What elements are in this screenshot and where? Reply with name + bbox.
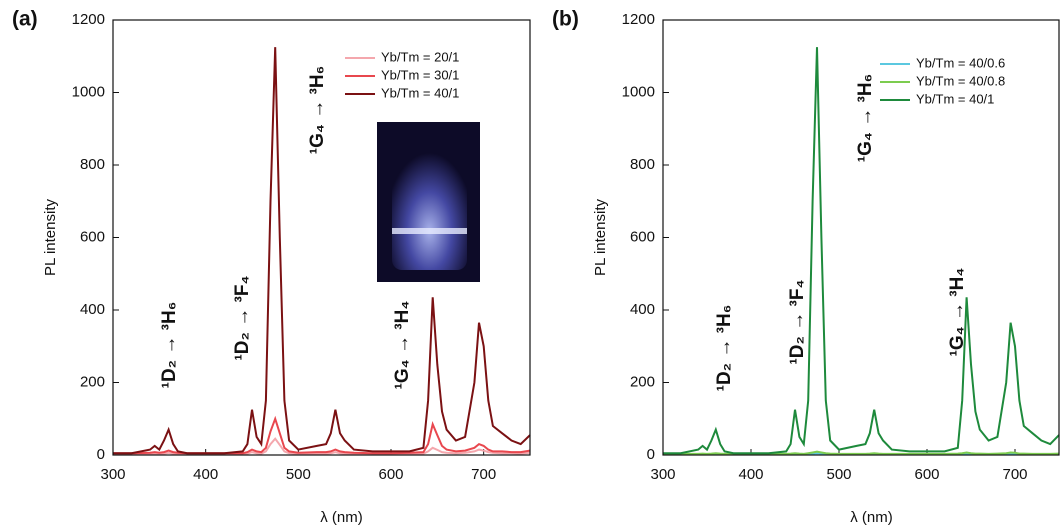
x-axis-label: λ (nm) [320, 509, 363, 526]
y-axis-label: PL intensity [592, 199, 609, 276]
y-tick-label: 1200 [622, 11, 655, 28]
y-tick-label: 600 [630, 228, 655, 245]
legend-label: Yb/Tm = 30/1 [381, 67, 459, 82]
legend-label: Yb/Tm = 40/1 [381, 85, 459, 100]
x-tick-label: 400 [193, 466, 218, 483]
x-tick-label: 300 [650, 466, 675, 483]
inset-photo [377, 122, 480, 282]
y-tick-label: 600 [80, 228, 105, 245]
legend-label: Yb/Tm = 40/0.6 [916, 55, 1005, 70]
x-tick-label: 500 [286, 466, 311, 483]
y-tick-label: 400 [80, 301, 105, 318]
panel-label: (b) [552, 8, 579, 31]
series-line [113, 437, 531, 456]
y-tick-label: 1200 [72, 11, 105, 28]
legend-label: Yb/Tm = 20/1 [381, 49, 459, 64]
transition-label: ¹G₄ → ³H₆ [855, 74, 876, 162]
transition-label: ¹D₂ → ³H₆ [714, 305, 735, 392]
y-tick-label: 200 [630, 373, 655, 390]
y-tick-label: 0 [647, 446, 655, 463]
y-tick-label: 0 [97, 446, 105, 463]
legend-label: Yb/Tm = 40/1 [916, 91, 994, 106]
y-tick-label: 1000 [622, 83, 655, 100]
transition-label: ¹D₂ → ³F₄ [787, 279, 808, 364]
transition-label: ¹D₂ → ³H₆ [159, 302, 180, 389]
y-tick-label: 800 [80, 156, 105, 173]
series-line [663, 47, 1060, 455]
y-tick-label: 400 [630, 301, 655, 318]
legend-label: Yb/Tm = 40/0.8 [916, 73, 1005, 88]
x-tick-label: 700 [1002, 466, 1027, 483]
x-tick-label: 600 [914, 466, 939, 483]
y-tick-label: 200 [80, 373, 105, 390]
x-tick-label: 300 [100, 466, 125, 483]
transition-label: ¹G₄ → ³H₆ [307, 66, 328, 154]
y-axis-label: PL intensity [42, 199, 59, 276]
x-tick-label: 600 [378, 466, 403, 483]
panel-label: (a) [12, 8, 38, 31]
y-tick-label: 800 [630, 156, 655, 173]
series-line [113, 47, 531, 455]
y-tick-label: 1000 [72, 83, 105, 100]
x-tick-label: 400 [738, 466, 763, 483]
transition-label: ¹G₄ → ³H₄ [392, 301, 413, 390]
x-tick-label: 700 [471, 466, 496, 483]
x-tick-label: 500 [826, 466, 851, 483]
x-axis-label: λ (nm) [850, 509, 893, 526]
plot-frame [112, 19, 531, 456]
transition-label: ¹G₄ → ³H₄ [947, 268, 968, 357]
transition-label: ¹D₂ → ³F₄ [232, 275, 253, 360]
series-line [663, 450, 1060, 455]
plot-frame [662, 19, 1060, 456]
